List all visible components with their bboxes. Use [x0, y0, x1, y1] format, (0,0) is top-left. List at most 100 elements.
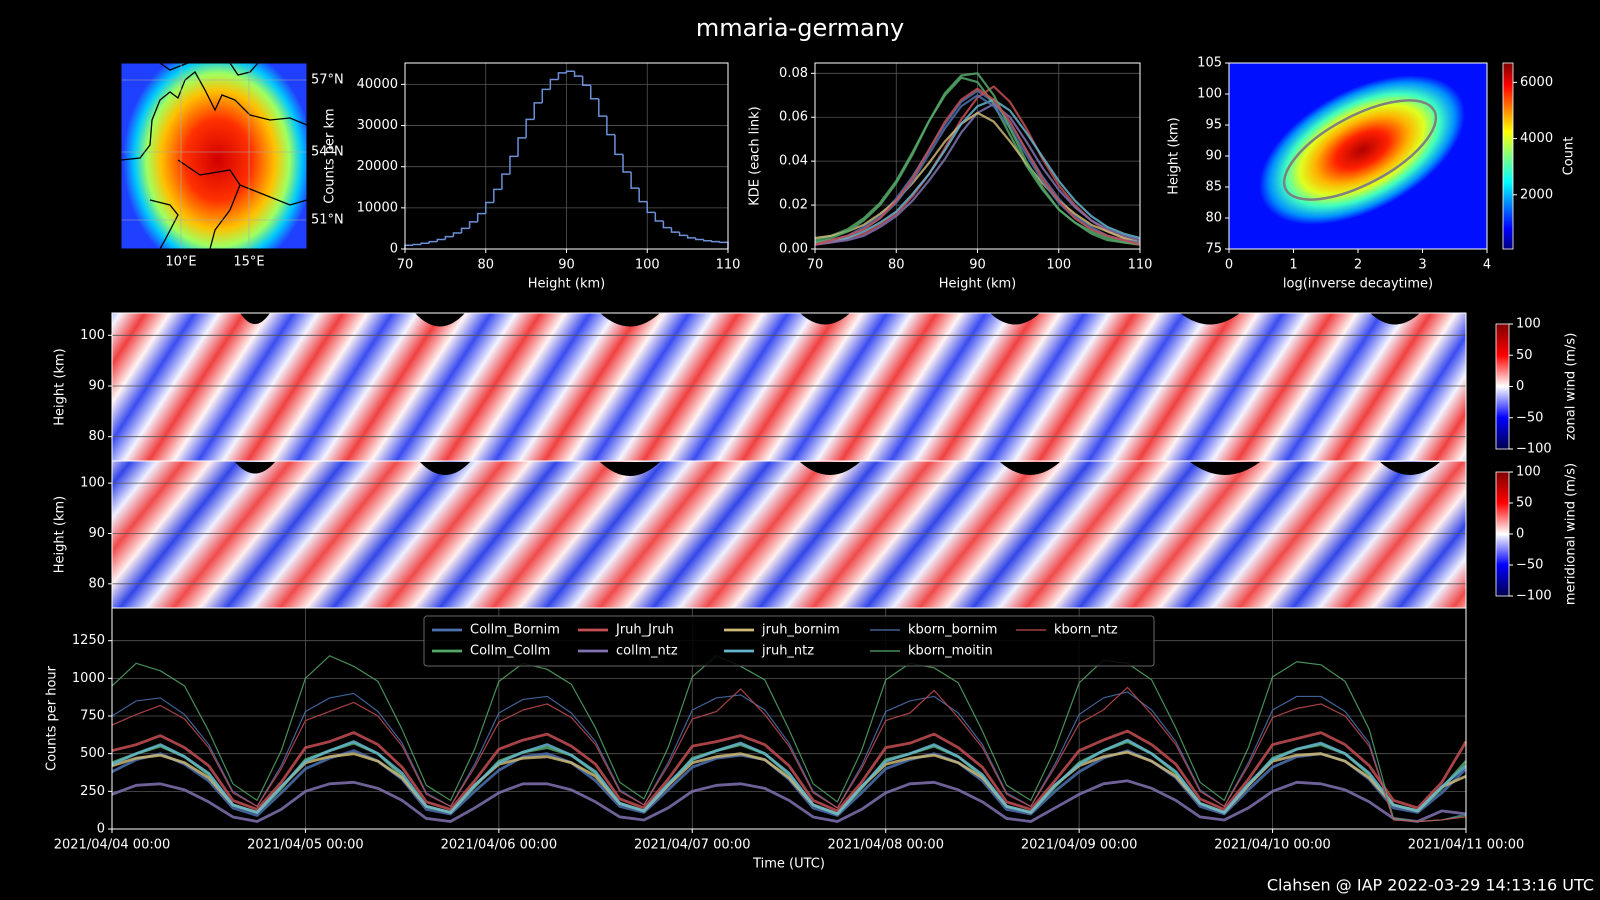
x-tick-label: 2021/04/06 00:00 — [441, 838, 558, 853]
gap — [1000, 462, 1060, 475]
legend-box — [423, 615, 1155, 667]
y-tick-label: 95 — [1205, 118, 1222, 133]
colorbar — [1495, 471, 1510, 597]
colorbar-tick-label: 0 — [1516, 527, 1524, 542]
footer: Clahsen @ IAP 2022-03-29 14:13:16 UTC — [1267, 876, 1594, 895]
colorbar-label: zonal wind (m/s) — [1564, 333, 1579, 441]
y-tick-label: 90 — [1205, 149, 1222, 164]
histogram-step — [622, 154, 632, 173]
y-axis-label: Counts per hour — [45, 665, 60, 771]
gap — [420, 462, 470, 475]
gap — [240, 313, 270, 324]
gap — [1380, 462, 1440, 475]
map-field — [121, 63, 307, 249]
map-lon-label: 10°E — [165, 255, 196, 270]
series-line — [111, 729, 1468, 813]
border — [239, 184, 308, 206]
gap — [235, 462, 275, 474]
x-tick-label: 80 — [477, 258, 494, 273]
legend-label: kborn_moitin — [908, 644, 993, 659]
histogram-step — [686, 235, 696, 239]
colorbar-tick-label: 50 — [1516, 348, 1533, 363]
x-tick-label: 3 — [1418, 258, 1426, 273]
x-tick-label: 110 — [716, 258, 741, 273]
coastline — [120, 71, 308, 161]
x-tick-label: 100 — [635, 258, 660, 273]
map-lat-label: 57°N — [311, 73, 344, 88]
y-tick-label: 1250 — [72, 633, 105, 648]
series-line — [814, 72, 1141, 246]
histogram-step — [670, 227, 680, 233]
histogram-step — [476, 212, 486, 222]
colorbar — [1502, 62, 1514, 250]
histogram-step — [711, 240, 720, 243]
legend-label: collm_ntz — [616, 644, 678, 659]
colorbar-tick-label: 4000 — [1520, 131, 1553, 146]
colorbar-tick-label: 6000 — [1520, 75, 1553, 90]
histogram-step — [703, 239, 712, 242]
histogram-step — [452, 232, 462, 237]
histogram-step — [565, 70, 575, 73]
series-line — [814, 89, 1141, 244]
x-tick-label: 2021/04/05 00:00 — [247, 838, 364, 853]
histogram-step — [468, 221, 478, 229]
x-tick-label: 2 — [1354, 258, 1362, 273]
x-axis-label: Height (km) — [528, 277, 605, 292]
coastline — [159, 62, 189, 71]
y-tick-label: 0 — [390, 242, 398, 257]
legend-label: jruh_ntz — [761, 644, 814, 659]
x-tick-label: 70 — [397, 258, 414, 273]
histogram-step — [646, 201, 656, 214]
series-line — [814, 98, 1141, 244]
x-tick-label: 2021/04/11 00:00 — [1408, 838, 1525, 853]
y-tick-label: 75 — [1205, 242, 1222, 257]
histogram-step — [549, 78, 559, 90]
y-tick-label: 500 — [80, 746, 105, 761]
series-line — [814, 87, 1141, 246]
y-tick-label: 1000 — [72, 671, 105, 686]
y-tick-label: 100 — [80, 476, 105, 491]
histogram-step — [420, 242, 430, 245]
density-image — [1229, 63, 1487, 249]
histogram-step — [598, 98, 607, 117]
figure-title: mmaria-germany — [696, 14, 904, 42]
border — [149, 199, 179, 250]
y-tick-label: 250 — [80, 784, 105, 799]
y-tick-label: 0.04 — [779, 154, 808, 169]
histogram-step — [428, 240, 438, 244]
gap — [1180, 313, 1240, 325]
colorbar-label: Count — [1562, 137, 1577, 176]
colorbar-tick-label: 50 — [1516, 496, 1533, 511]
gap — [600, 313, 660, 327]
series-line — [111, 738, 1467, 816]
map-lat-label: 54°N — [311, 145, 344, 160]
histogram-step — [614, 134, 624, 156]
y-tick-label: 0 — [97, 822, 105, 837]
x-axis-label: Height (km) — [939, 277, 1016, 292]
x-tick-label: 70 — [807, 258, 824, 273]
legend-label: kborn_ntz — [1054, 623, 1118, 638]
x-tick-label: 2021/04/04 00:00 — [54, 838, 171, 853]
y-tick-label: 105 — [1197, 56, 1222, 71]
y-axis-label: KDE (each link) — [748, 106, 763, 206]
colorbar — [1495, 323, 1510, 450]
colorbar-tick-label: 0 — [1516, 379, 1524, 394]
histogram-step — [573, 71, 583, 77]
map-frame — [120, 62, 308, 250]
colorbar-tick-label: 2000 — [1520, 187, 1553, 202]
x-tick-label: 80 — [888, 258, 905, 273]
legend-label: kborn_bornim — [908, 623, 997, 638]
legend-label: jruh_bornim — [761, 623, 840, 638]
histogram-step — [557, 72, 567, 80]
y-tick-label: 20000 — [357, 159, 398, 174]
map-graticule — [121, 63, 307, 249]
y-tick-label: 100 — [1197, 87, 1222, 102]
map-lat-label: 51°N — [311, 213, 344, 228]
y-tick-label: 0.00 — [779, 242, 808, 257]
x-tick-label: 2021/04/07 00:00 — [634, 838, 751, 853]
y-tick-label: 85 — [1205, 180, 1222, 195]
colorbar-tick-label: −50 — [1516, 410, 1543, 425]
series-line — [111, 779, 1467, 823]
y-tick-label: 80 — [88, 429, 105, 444]
